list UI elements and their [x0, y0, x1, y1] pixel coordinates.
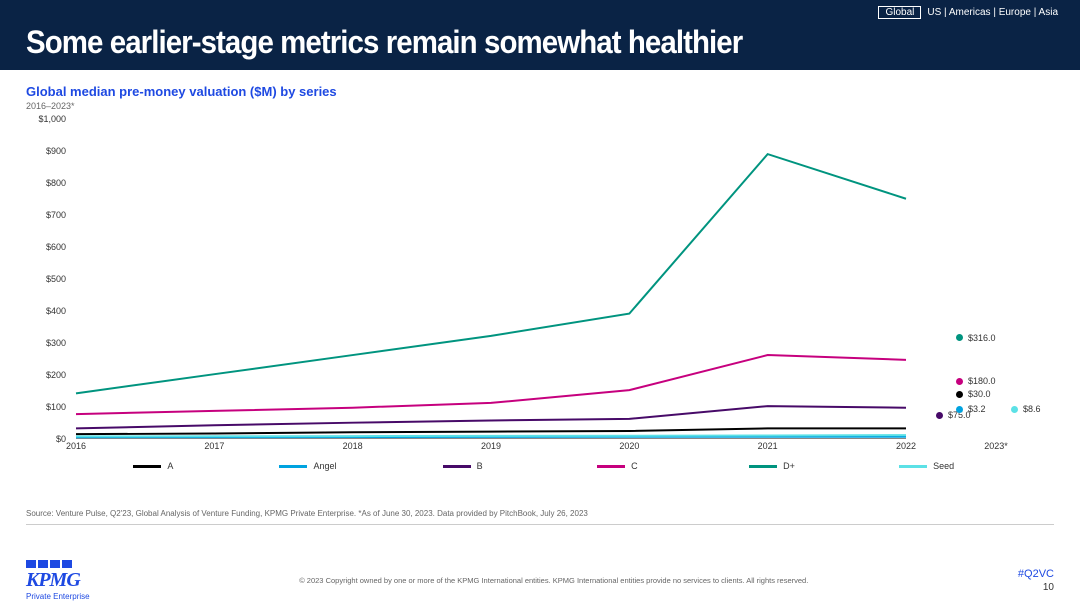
legend-item-angel: Angel: [231, 461, 386, 471]
x-tick: 2022: [896, 441, 916, 451]
legend-label: Seed: [933, 461, 954, 471]
x-tick: 2021: [758, 441, 778, 451]
legend-label: A: [167, 461, 173, 471]
legend-label: Angel: [313, 461, 336, 471]
endpoint-label: $316.0: [968, 333, 996, 343]
region-tab-others[interactable]: US | Americas | Europe | Asia: [927, 7, 1058, 18]
y-tick: $300: [46, 338, 66, 348]
x-tick: 2023*: [984, 441, 1008, 451]
legend-label: D+: [783, 461, 795, 471]
y-tick: $700: [46, 210, 66, 220]
x-tick: 2018: [343, 441, 363, 451]
y-tick: $500: [46, 274, 66, 284]
endpoint-seed: $8.6: [1011, 404, 1041, 414]
logo-subtext: Private Enterprise: [26, 592, 90, 601]
line-chart: $0 $100 $200 $300 $400 $500 $600 $700 $800 $900 $1…: [26, 119, 1054, 479]
x-tick: 2020: [619, 441, 639, 451]
endpoint-label: $3.2: [968, 404, 986, 414]
x-axis: 20162017201820192020202120222023*: [76, 441, 906, 457]
legend-item-b: B: [385, 461, 540, 471]
y-tick: $600: [46, 242, 66, 252]
endpoint-marker-icon: [956, 406, 963, 413]
region-tab-global[interactable]: Global: [878, 6, 921, 19]
divider: [26, 524, 1054, 525]
series-line-d+: [76, 154, 906, 393]
legend-item-a: A: [76, 461, 231, 471]
legend-swatch-icon: [749, 465, 777, 468]
legend-swatch-icon: [133, 465, 161, 468]
chart-title: Global median pre-money valuation ($M) b…: [26, 84, 1054, 99]
page-number: 10: [1018, 582, 1054, 593]
legend: A Angel B C D+ Seed: [76, 461, 1004, 471]
series-line-seed: [76, 435, 906, 436]
y-tick: $900: [46, 146, 66, 156]
series-line-c: [76, 355, 906, 414]
kpmg-logo: KPMG Private Enterprise: [26, 560, 90, 601]
legend-swatch-icon: [597, 465, 625, 468]
y-tick: $0: [56, 434, 66, 444]
endpoint-label: $30.0: [968, 389, 991, 399]
chart-subtitle: 2016–2023*: [26, 101, 1054, 111]
series-line-b: [76, 406, 906, 428]
endpoint-labels: $316.0$180.0$75.0$30.0$3.2$8.6: [916, 119, 1046, 439]
legend-item-d+: D+: [695, 461, 850, 471]
endpoint-angel: $3.2: [956, 404, 986, 414]
y-tick: $100: [46, 402, 66, 412]
legend-label: C: [631, 461, 638, 471]
logo-bars-icon: [26, 560, 90, 568]
endpoint-d+: $316.0: [956, 333, 996, 343]
x-tick: 2016: [66, 441, 86, 451]
page-title: Some earlier-stage metrics remain somewh…: [26, 24, 972, 61]
legend-swatch-icon: [899, 465, 927, 468]
endpoint-marker-icon: [956, 391, 963, 398]
y-tick: $400: [46, 306, 66, 316]
y-axis: $0$100$200$300$400$500$600$700$800$900$1…: [26, 119, 72, 479]
endpoint-marker-icon: [956, 334, 963, 341]
copyright: © 2023 Copyright owned by one or more of…: [90, 576, 1018, 585]
plot-area: [76, 119, 906, 439]
endpoint-c: $180.0: [956, 376, 996, 386]
header: Global US | Americas | Europe | Asia Som…: [0, 0, 1080, 70]
legend-swatch-icon: [279, 465, 307, 468]
y-tick: $200: [46, 370, 66, 380]
endpoint-marker-icon: [1011, 406, 1018, 413]
hashtag: #Q2VC: [1018, 568, 1054, 580]
x-tick: 2017: [204, 441, 224, 451]
region-tabs: Global US | Americas | Europe | Asia: [878, 6, 1058, 19]
endpoint-a: $30.0: [956, 389, 991, 399]
y-tick: $800: [46, 178, 66, 188]
endpoint-label: $180.0: [968, 376, 996, 386]
endpoint-marker-icon: [936, 412, 943, 419]
logo-text: KPMG: [26, 569, 90, 592]
footer: KPMG Private Enterprise © 2023 Copyright…: [0, 552, 1080, 608]
source-note: Source: Venture Pulse, Q2'23, Global Ana…: [26, 509, 1054, 518]
legend-label: B: [477, 461, 483, 471]
legend-item-seed: Seed: [849, 461, 1004, 471]
endpoint-label: $8.6: [1023, 404, 1041, 414]
legend-swatch-icon: [443, 465, 471, 468]
x-tick: 2019: [481, 441, 501, 451]
legend-item-c: C: [540, 461, 695, 471]
y-tick: $1,000: [38, 114, 66, 124]
endpoint-marker-icon: [956, 378, 963, 385]
series-line-a: [76, 428, 906, 434]
